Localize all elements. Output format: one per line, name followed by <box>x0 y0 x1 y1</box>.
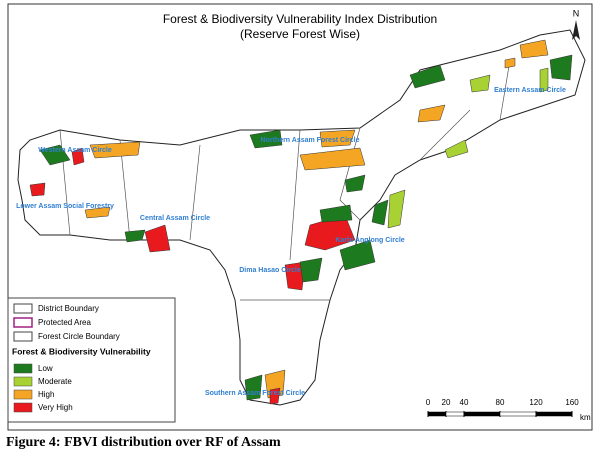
map-title: Forest & Biodiversity Vulnerability Inde… <box>163 12 437 26</box>
legend-swatch <box>13 389 33 400</box>
forest-patch <box>409 64 446 89</box>
caption: Figure 4: FBVI distribution over RF of A… <box>6 435 281 450</box>
forest-patch <box>29 182 46 197</box>
forest-patch <box>371 199 389 226</box>
forest-patch <box>539 67 549 93</box>
forest-patch <box>549 54 573 81</box>
circle-label: Western Assam Circle <box>38 147 112 154</box>
forest-patch <box>284 261 306 291</box>
scale-segment <box>463 411 501 417</box>
legend-box <box>7 297 176 423</box>
forest-patch <box>144 224 171 253</box>
forest-patch <box>299 257 323 283</box>
legend-swatch <box>13 303 33 314</box>
legend-swatch <box>13 331 33 342</box>
scale-segment <box>445 411 465 417</box>
scale-label: 20 <box>442 398 451 407</box>
forest-patch <box>519 39 549 59</box>
forest-patch <box>124 229 146 243</box>
circle-label: Dima Hasao Circle <box>239 267 301 274</box>
forest-patch <box>319 129 356 148</box>
forest-patch <box>244 374 263 401</box>
scale-unit: km <box>580 413 591 422</box>
forest-patch <box>299 147 366 171</box>
forest-patch <box>39 144 71 166</box>
forest-patch <box>71 147 85 166</box>
scale-label: 0 <box>426 398 431 407</box>
forest-patch <box>319 204 353 223</box>
scale-label: 120 <box>529 398 543 407</box>
circle-label: Central Assam Circle <box>140 215 210 222</box>
legend-swatch <box>13 402 33 413</box>
scale-label: 160 <box>565 398 579 407</box>
north-label: N <box>573 8 580 18</box>
legend-label: Low <box>38 364 53 373</box>
legend-swatch <box>13 376 33 387</box>
legend-label: Moderate <box>38 377 72 386</box>
forest-patch <box>249 129 283 149</box>
district-boundaries <box>59 59 511 301</box>
map-subtitle: (Reserve Forest Wise) <box>240 27 360 41</box>
forest-patch <box>469 74 491 93</box>
legend-swatch <box>13 363 33 374</box>
legend-label: Very High <box>38 403 73 412</box>
circle-label: Northern Assam Forest Circle <box>261 137 360 144</box>
scale-segment <box>499 411 537 417</box>
legend-label: District Boundary <box>38 304 99 313</box>
circle-label: Southern Assam Forest Circle <box>205 390 305 397</box>
forest-patch <box>444 139 469 159</box>
circle-label: Lower Assam Social Forestry <box>16 203 114 210</box>
forest-patch <box>269 387 281 405</box>
scale-label: 80 <box>496 398 505 407</box>
legend-label: High <box>38 390 54 399</box>
forest-patch <box>504 57 516 69</box>
forest-patch <box>417 104 446 123</box>
legend-heading: Forest & Biodiversity Vulnerability <box>12 346 151 356</box>
forest-patch <box>339 239 376 271</box>
forest-patch <box>89 141 141 159</box>
scale-segment <box>535 411 573 417</box>
legend-label: Protected Area <box>38 318 91 327</box>
legend-label: Forest Circle Boundary <box>38 332 120 341</box>
forest-patch <box>84 206 111 219</box>
forest-patch <box>344 174 366 193</box>
forest-patch <box>387 189 406 229</box>
scale-segment <box>427 411 447 417</box>
scale-label: 40 <box>460 398 469 407</box>
circle-label: Eastern Assam Circle <box>494 87 566 94</box>
north-arrow <box>572 20 580 40</box>
circle-label: Karbi Anglong Circle <box>335 237 404 244</box>
legend-swatch <box>13 317 33 328</box>
